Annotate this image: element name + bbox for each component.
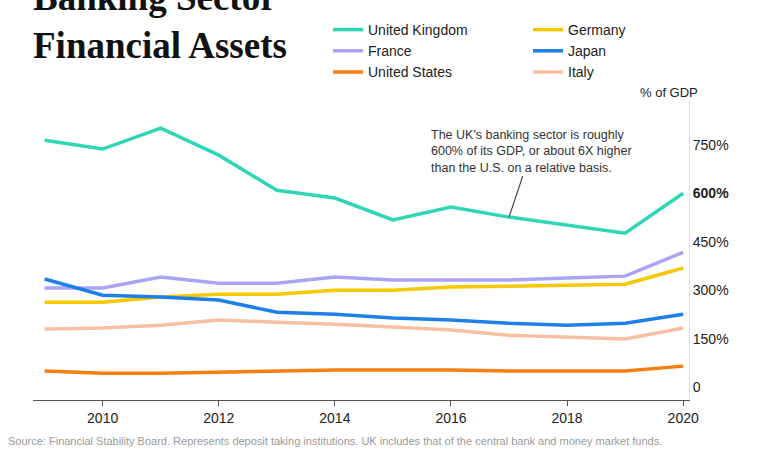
svg-text:Germany: Germany xyxy=(568,22,626,38)
svg-text:Source: Financial Stability Bo: Source: Financial Stability Board. Repre… xyxy=(8,435,662,447)
svg-text:2012: 2012 xyxy=(203,410,234,426)
svg-text:Banking SectorFinancial Assets: Banking SectorFinancial Assets xyxy=(33,0,287,66)
svg-text:750%: 750% xyxy=(693,137,729,153)
svg-text:2010: 2010 xyxy=(87,410,118,426)
svg-text:% of GDP: % of GDP xyxy=(640,85,698,100)
svg-text:450%: 450% xyxy=(693,234,729,250)
svg-text:0: 0 xyxy=(693,379,701,395)
svg-text:Italy: Italy xyxy=(568,64,594,80)
svg-text:2018: 2018 xyxy=(552,410,583,426)
svg-text:United States: United States xyxy=(368,64,452,80)
svg-text:2020: 2020 xyxy=(668,410,699,426)
svg-text:2016: 2016 xyxy=(435,410,466,426)
svg-text:2014: 2014 xyxy=(319,410,350,426)
svg-text:150%: 150% xyxy=(693,331,729,347)
svg-text:United Kingdom: United Kingdom xyxy=(368,22,468,38)
svg-text:300%: 300% xyxy=(693,282,729,298)
svg-text:The UK's banking sector is rou: The UK's banking sector is roughly600% o… xyxy=(431,128,632,175)
svg-text:600%: 600% xyxy=(693,185,729,201)
svg-text:France: France xyxy=(368,43,412,59)
svg-text:Japan: Japan xyxy=(568,43,606,59)
